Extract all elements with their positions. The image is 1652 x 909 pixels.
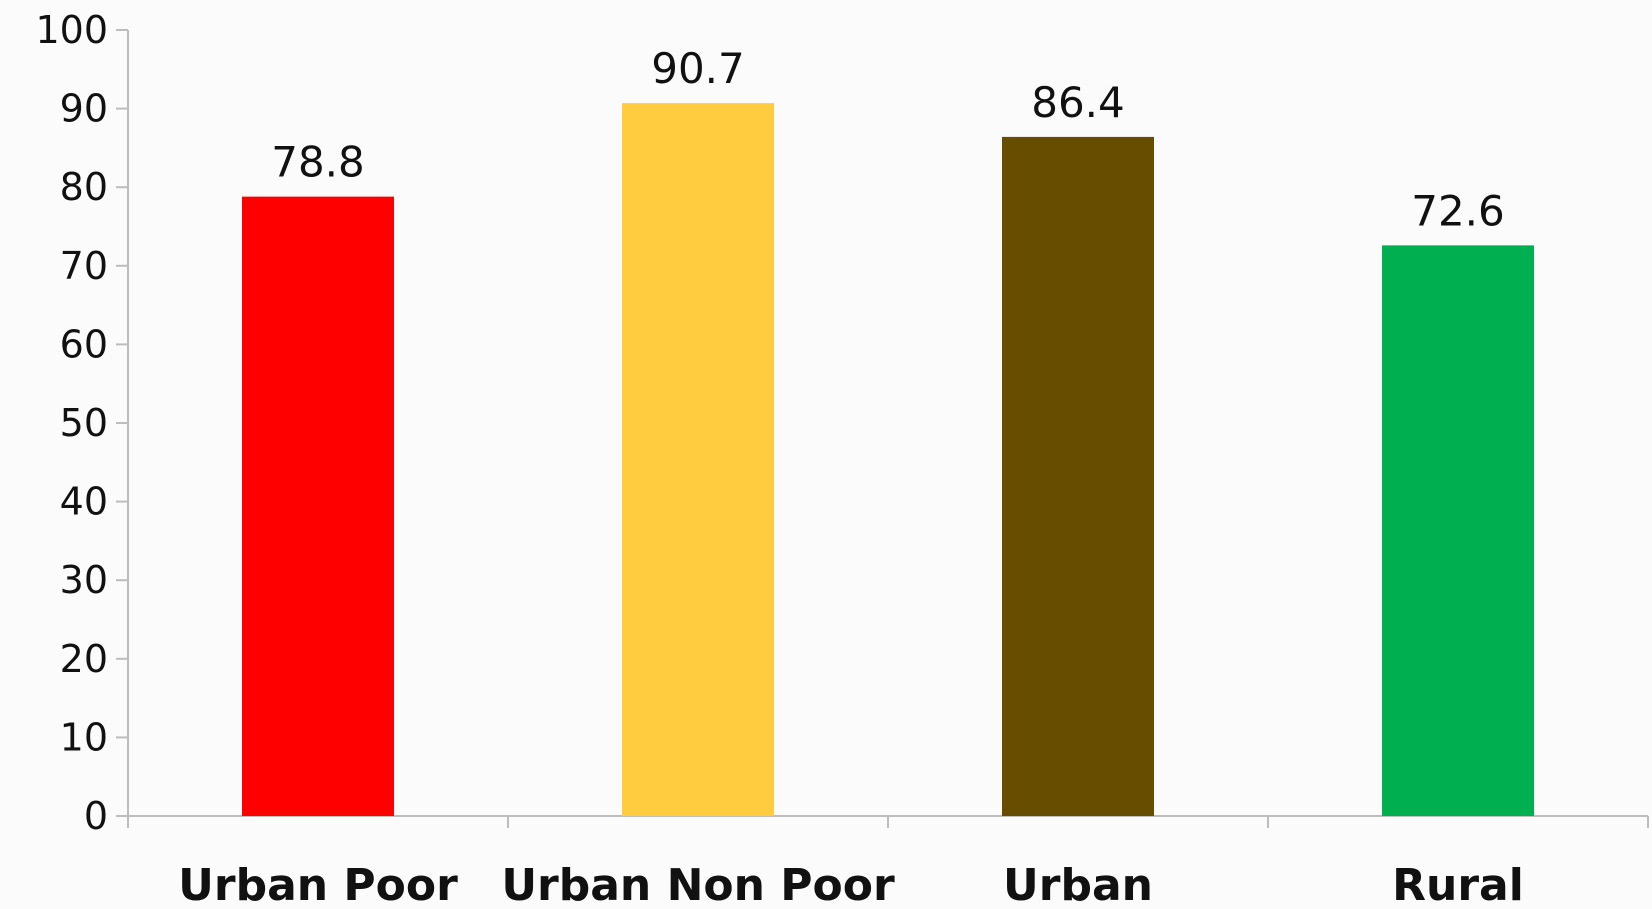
y-tick-label: 0 [84,794,108,838]
x-category-label: Urban Non Poor [501,860,895,909]
data-label: 86.4 [1031,78,1125,127]
y-tick-label: 80 [60,165,108,209]
bar [622,103,774,816]
y-tick-label: 40 [60,480,108,524]
data-label: 90.7 [651,44,745,93]
y-tick-label: 20 [60,637,108,681]
chart-bars [242,103,1534,816]
x-category-label: Urban [1003,860,1153,909]
y-tick-label: 30 [60,558,108,602]
x-category-label: Rural [1392,860,1524,909]
chart-labels: 78.8 Urban Poor 90.7 Urban Non Poor 86.4 Urba… [178,44,1524,909]
y-tick-label: 100 [35,8,108,52]
bar [242,196,394,816]
y-tick-label: 10 [60,715,108,759]
y-tick-label: 70 [60,244,108,288]
x-category-label: Urban Poor [178,860,458,909]
chart-axes: 0 10 20 30 40 50 60 70 80 90 100 [35,8,1649,838]
y-tick-label: 60 [60,322,108,366]
y-tick-label: 50 [60,401,108,445]
bar [1002,136,1154,816]
data-label: 78.8 [271,138,365,187]
data-label: 72.6 [1411,186,1505,235]
y-tick-label: 90 [60,87,108,131]
bar [1382,245,1534,816]
